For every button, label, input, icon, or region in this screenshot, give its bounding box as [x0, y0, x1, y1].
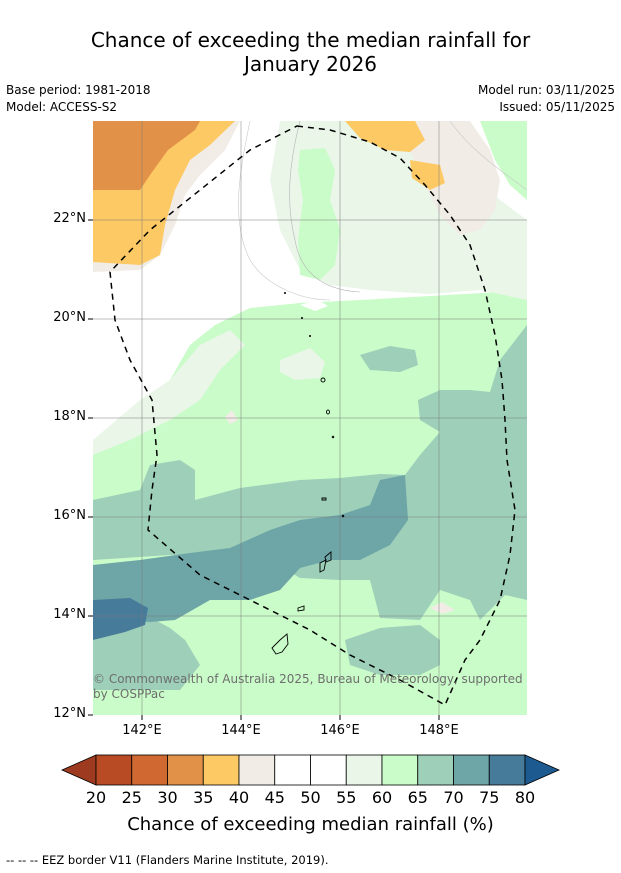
lat-tick-12: 12°N	[53, 706, 86, 721]
title-line-2: January 2026	[243, 52, 378, 76]
colorbar-segment	[202, 754, 240, 786]
lon-tick-142: 142°E	[122, 723, 162, 738]
copyright-notice: © Commonwealth of Australia 2025, Bureau…	[93, 672, 523, 701]
band-65-70	[93, 325, 527, 620]
lat-tick-14: 14°N	[53, 607, 86, 622]
meta-left: Base period: 1981-2018 Model: ACCESS-S2	[6, 82, 151, 116]
eez-footnote: -- -- -- EEZ border V11 (Flanders Marine…	[6, 853, 329, 867]
lat-tick-20: 20°N	[53, 310, 86, 325]
band-55-60-west	[93, 330, 245, 455]
colorbar-tick-label: 65	[407, 788, 428, 807]
islands	[271, 291, 345, 655]
colorbar-tick-label: 20	[85, 788, 107, 807]
colorbar	[61, 754, 560, 786]
band-55-60-patch	[280, 348, 325, 380]
rota-island	[297, 605, 305, 612]
issued-date: Issued: 05/11/2025	[499, 100, 615, 114]
lat-tick-22: 22°N	[53, 211, 86, 226]
colorbar-segment	[488, 754, 526, 786]
band-60-65-ne	[480, 121, 527, 200]
axis-ticks	[88, 219, 440, 720]
colorbar-tick-label: 80	[514, 788, 536, 807]
colorbar-segment	[345, 754, 383, 786]
lat-tick-18: 18°N	[53, 409, 86, 424]
model-name: Model: ACCESS-S2	[6, 100, 118, 114]
band-40-45-patch-2	[225, 410, 238, 424]
meta-right: Model run: 03/11/2025 Issued: 05/11/2025	[478, 82, 615, 116]
colorbar-tick-label: 70	[443, 788, 464, 807]
title-line-1: Chance of exceeding the median rainfall …	[90, 28, 531, 52]
colorbar-tick-label: 40	[228, 788, 250, 807]
colorbar-tick-label: 55	[336, 788, 357, 807]
colorbar-tick-label: 50	[300, 788, 321, 807]
probability-field	[93, 121, 527, 715]
band-35-40-north	[345, 121, 425, 152]
band-45-55-patch	[300, 300, 328, 311]
colorbar-tick-label: 25	[121, 788, 142, 807]
colorbar-segment	[95, 754, 133, 786]
colorbar-segment	[381, 754, 419, 786]
base-period: Base period: 1981-2018	[6, 83, 151, 97]
lon-tick-144: 144°E	[221, 723, 261, 738]
band-70-75	[93, 475, 408, 622]
colorbar-segment	[131, 754, 168, 786]
band-40-45-patch	[430, 602, 455, 614]
model-run: Model run: 03/11/2025	[477, 83, 615, 97]
band-30-35	[93, 121, 200, 190]
lon-tick-146: 146°E	[320, 723, 360, 738]
colorbar-segment	[167, 754, 204, 786]
lon-tick-148: 148°E	[419, 723, 459, 738]
colorbar-segment	[453, 754, 490, 786]
graticule	[93, 121, 527, 715]
tinian-island	[319, 559, 327, 573]
lat-tick-16: 16°N	[53, 508, 86, 523]
band-75-80	[93, 598, 148, 640]
colorbar-extend-low	[61, 754, 97, 786]
colorbar-segment	[238, 754, 276, 786]
colorbar-segment	[274, 754, 311, 786]
saipan-island	[324, 551, 332, 563]
map-title: Chance of exceeding the median rainfall …	[0, 28, 621, 76]
guam-island	[271, 633, 289, 655]
band-60-65-north	[298, 148, 340, 280]
colorbar-tick-label: 60	[371, 788, 393, 807]
colorbar-tick-label: 75	[479, 788, 500, 807]
colorbar-segment	[417, 754, 454, 786]
band-35-40-patch	[410, 160, 445, 190]
colorbar-title: Chance of exceeding median rainfall (%)	[127, 814, 494, 835]
colorbar-tick-label: 30	[157, 788, 178, 807]
band-65-70-patch	[360, 346, 418, 372]
colorbar-tick-label: 35	[193, 788, 214, 807]
colorbar-segment	[310, 754, 347, 786]
colorbar-extend-high	[524, 754, 560, 786]
colorbar-tick-label: 45	[264, 788, 285, 807]
band-65-70-se	[345, 625, 440, 675]
